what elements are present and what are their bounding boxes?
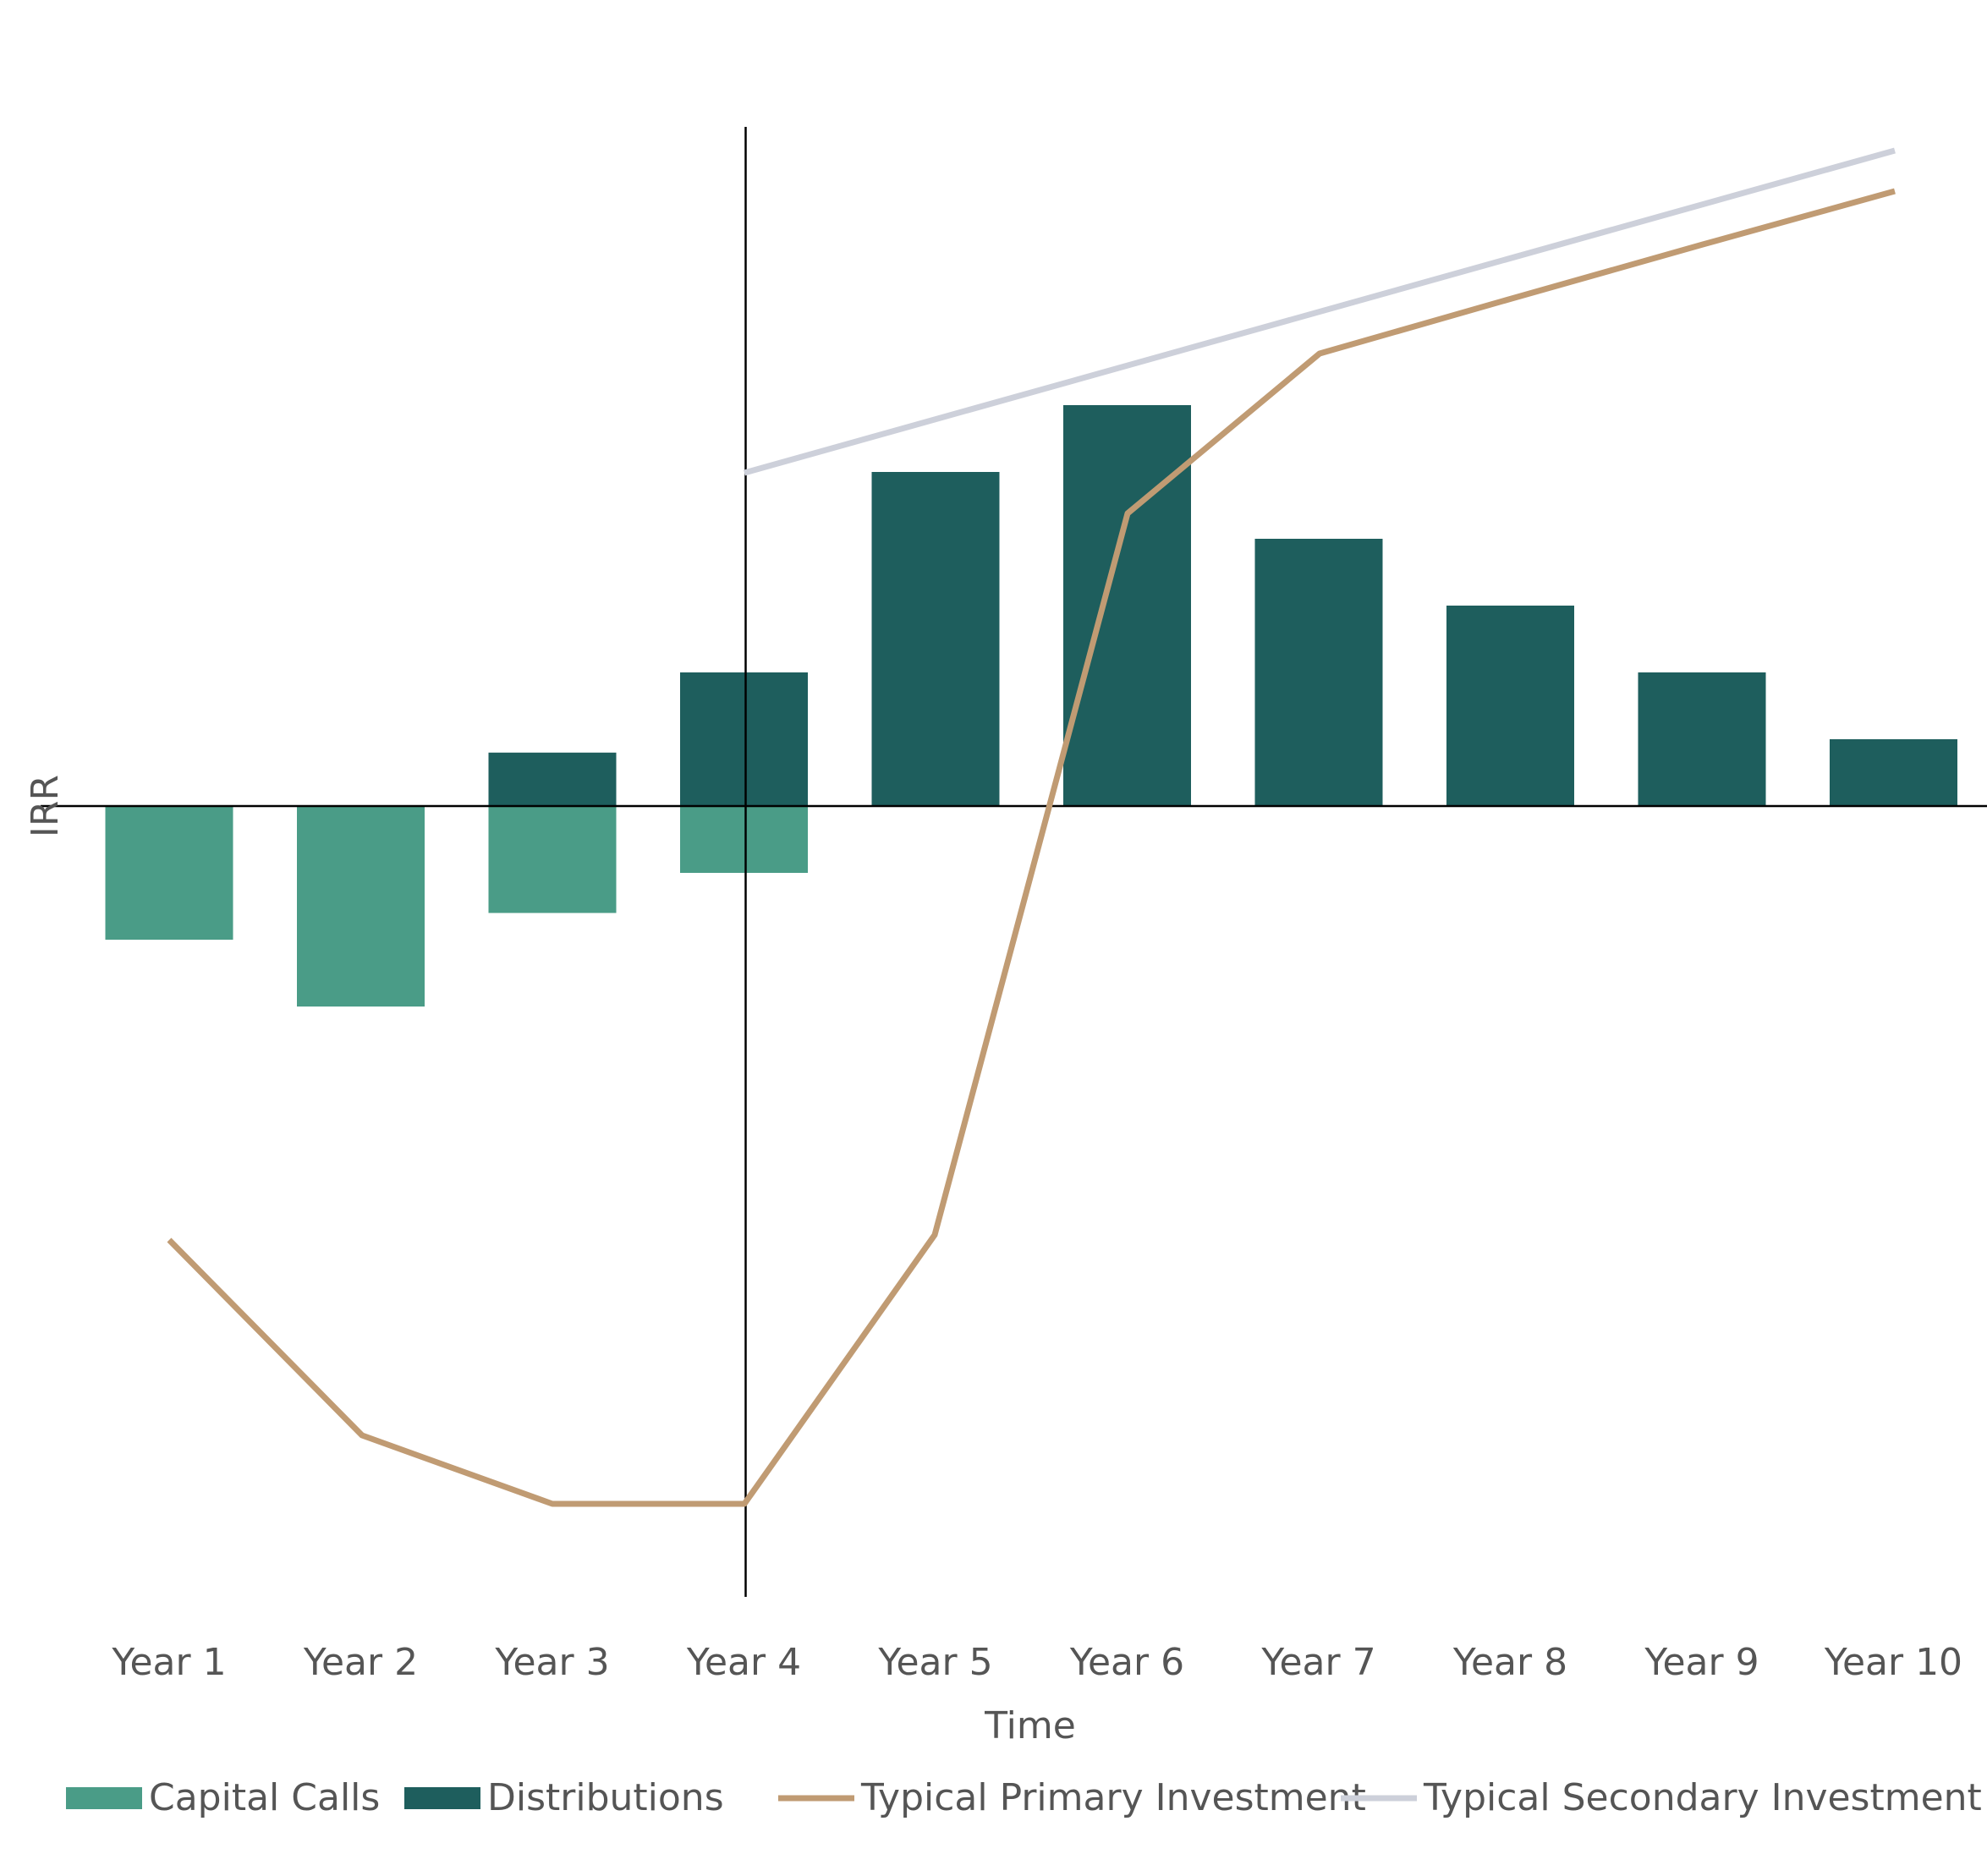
legend-label: Typical Primary Investment (860, 1776, 1366, 1819)
legend-label: Typical Secondary Investment (1423, 1776, 1982, 1819)
bar-capital-calls-4 (680, 806, 808, 873)
x-tick-label: Year 6 (1069, 1641, 1184, 1684)
legend-item-distributions: Distributions (404, 1776, 724, 1819)
line-typical-secondary-investment (744, 147, 1896, 476)
axes-layer (41, 127, 1987, 1597)
x-tick-label: Year 9 (1644, 1641, 1759, 1684)
bar-distributions-3 (488, 752, 617, 806)
x-tick-label: Year 4 (686, 1641, 801, 1684)
bar-distributions-9 (1638, 672, 1766, 806)
x-tick-label: Year 10 (1824, 1641, 1962, 1684)
x-tick-label: Year 1 (111, 1641, 226, 1684)
bar-distributions-5 (871, 472, 1000, 806)
legend: Capital Calls Distributions Typical Primar… (66, 1776, 1982, 1819)
bars-layer (105, 405, 1957, 1007)
legend-label: Distributions (487, 1776, 724, 1819)
bar-distributions-4 (680, 672, 808, 806)
bar-distributions-10 (1830, 739, 1957, 806)
lines-layer (167, 147, 1896, 1507)
legend-swatch (66, 1787, 142, 1809)
legend-item-typical-secondary-investment: Typical Secondary Investment (1341, 1776, 1982, 1819)
legend-item-typical-primary-investment: Typical Primary Investment (778, 1776, 1366, 1819)
x-tick-label: Year 7 (1260, 1641, 1375, 1684)
legend-swatch (404, 1787, 480, 1809)
x-tick-label: Year 5 (877, 1641, 992, 1684)
x-tick-label: Year 2 (303, 1641, 418, 1684)
tick-labels: Year 1 Year 2 Year 3 Year 4 Year 5 Year 6 Year… (111, 1641, 1962, 1684)
bar-capital-calls-1 (105, 806, 233, 940)
bar-capital-calls-3 (488, 806, 617, 913)
x-tick-label: Year 3 (494, 1641, 609, 1684)
bar-distributions-6 (1063, 405, 1191, 806)
bar-distributions-7 (1254, 539, 1383, 806)
x-axis-title: Time (984, 1704, 1076, 1747)
bar-distributions-8 (1446, 606, 1574, 806)
legend-item-capital-calls: Capital Calls (66, 1776, 380, 1819)
y-axis-title: IRR (24, 775, 67, 837)
bar-capital-calls-2 (297, 806, 425, 1007)
x-tick-label: Year 8 (1452, 1641, 1567, 1684)
line-typical-primary-investment (167, 188, 1896, 1507)
legend-label: Capital Calls (149, 1776, 380, 1819)
